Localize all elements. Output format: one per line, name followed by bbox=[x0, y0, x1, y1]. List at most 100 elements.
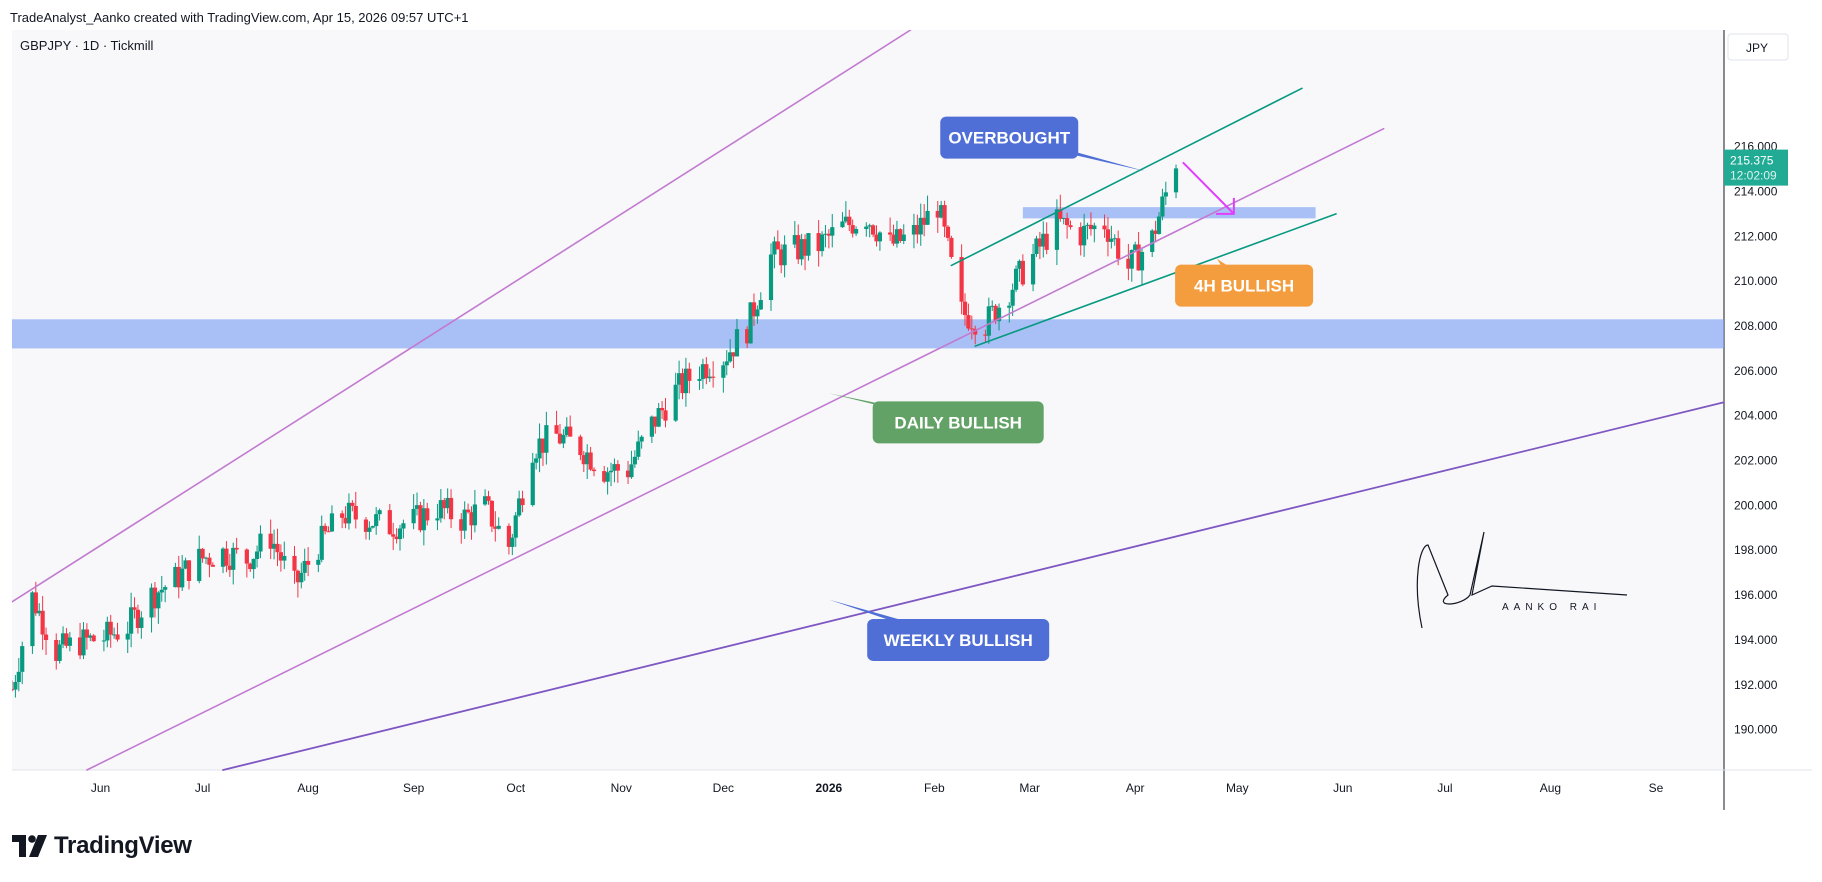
candle[interactable] bbox=[816, 220, 821, 267]
candle[interactable] bbox=[724, 350, 729, 376]
candle[interactable] bbox=[316, 554, 321, 573]
candle[interactable] bbox=[292, 545, 297, 584]
candle[interactable] bbox=[680, 368, 685, 400]
candle[interactable] bbox=[282, 541, 287, 570]
candle[interactable] bbox=[891, 224, 896, 246]
candle[interactable] bbox=[915, 214, 920, 244]
candle[interactable] bbox=[534, 453, 539, 470]
candle[interactable] bbox=[751, 293, 757, 326]
candle[interactable] bbox=[612, 458, 617, 483]
candle[interactable] bbox=[894, 220, 900, 248]
candle[interactable] bbox=[1129, 249, 1134, 282]
candle[interactable] bbox=[973, 325, 978, 345]
candle[interactable] bbox=[346, 493, 352, 530]
candle[interactable] bbox=[1136, 232, 1141, 271]
candle[interactable] bbox=[414, 492, 420, 516]
candle[interactable] bbox=[517, 490, 522, 517]
candle[interactable] bbox=[996, 303, 1002, 331]
candle[interactable] bbox=[343, 506, 348, 529]
candle[interactable] bbox=[64, 628, 69, 649]
candle[interactable] bbox=[734, 318, 740, 357]
candle[interactable] bbox=[1173, 164, 1179, 199]
candle[interactable] bbox=[173, 562, 178, 588]
trendline-2[interactable] bbox=[86, 127, 1385, 771]
tradingview-brand[interactable]: TradingView bbox=[12, 832, 192, 860]
candle[interactable] bbox=[183, 557, 188, 570]
candle[interactable] bbox=[949, 235, 954, 259]
candle[interactable] bbox=[922, 204, 927, 237]
candle[interactable] bbox=[1068, 220, 1073, 230]
candle[interactable] bbox=[847, 209, 852, 232]
candle[interactable] bbox=[1109, 225, 1114, 249]
candle[interactable] bbox=[1020, 254, 1025, 287]
candle[interactable] bbox=[435, 503, 440, 531]
candle[interactable] bbox=[755, 305, 760, 324]
candle[interactable] bbox=[156, 591, 161, 624]
candle[interactable] bbox=[659, 401, 665, 419]
candle[interactable] bbox=[77, 622, 83, 660]
candle[interactable] bbox=[823, 224, 828, 248]
candle[interactable] bbox=[697, 366, 702, 390]
candle[interactable] bbox=[1156, 212, 1162, 235]
candle[interactable] bbox=[802, 234, 808, 271]
candle[interactable] bbox=[707, 368, 712, 382]
candle[interactable] bbox=[394, 528, 399, 544]
candle[interactable] bbox=[1044, 222, 1049, 255]
candle[interactable] bbox=[16, 658, 21, 692]
candle[interactable] bbox=[1058, 194, 1063, 222]
candle[interactable] bbox=[683, 357, 689, 407]
candle[interactable] bbox=[591, 467, 597, 477]
candle[interactable] bbox=[489, 500, 495, 533]
candle[interactable] bbox=[418, 501, 423, 533]
candle[interactable] bbox=[210, 562, 215, 567]
candle[interactable] bbox=[397, 524, 403, 551]
candle[interactable] bbox=[581, 451, 586, 473]
candle[interactable] bbox=[779, 244, 784, 274]
candle[interactable] bbox=[54, 633, 59, 670]
candle[interactable] bbox=[176, 555, 181, 599]
candle[interactable] bbox=[302, 548, 307, 581]
candle[interactable] bbox=[37, 603, 42, 617]
candle[interactable] bbox=[207, 553, 212, 578]
candle[interactable] bbox=[469, 506, 474, 540]
candle[interactable] bbox=[782, 235, 787, 278]
candle[interactable] bbox=[149, 583, 154, 633]
candle[interactable] bbox=[306, 547, 311, 577]
candle[interactable] bbox=[959, 244, 964, 315]
candle[interactable] bbox=[840, 212, 845, 228]
candle[interactable] bbox=[353, 491, 358, 529]
candle[interactable] bbox=[268, 519, 273, 560]
candle[interactable] bbox=[1160, 188, 1165, 221]
candle[interactable] bbox=[387, 504, 392, 535]
candle[interactable] bbox=[425, 502, 430, 526]
candle[interactable] bbox=[819, 231, 825, 257]
candle[interactable] bbox=[186, 560, 192, 590]
candle[interactable] bbox=[401, 519, 406, 539]
candle[interactable] bbox=[438, 489, 443, 523]
candle[interactable] bbox=[448, 489, 454, 529]
candle[interactable] bbox=[506, 523, 512, 555]
candle[interactable] bbox=[442, 498, 447, 520]
candle[interactable] bbox=[850, 219, 855, 238]
candle[interactable] bbox=[945, 225, 951, 242]
candle[interactable] bbox=[1139, 247, 1145, 286]
candle[interactable] bbox=[925, 195, 930, 225]
projection-arrow[interactable] bbox=[1182, 161, 1235, 215]
candle[interactable] bbox=[605, 467, 610, 495]
candle[interactable] bbox=[966, 303, 971, 331]
candle[interactable] bbox=[363, 516, 369, 540]
candle[interactable] bbox=[20, 641, 25, 685]
candle[interactable] bbox=[588, 446, 593, 471]
candle[interactable] bbox=[251, 558, 256, 579]
candle[interactable] bbox=[319, 515, 324, 563]
candle[interactable] bbox=[1112, 234, 1117, 246]
candle[interactable] bbox=[888, 217, 893, 241]
candle[interactable] bbox=[853, 226, 859, 236]
candle[interactable] bbox=[299, 562, 304, 589]
candle[interactable] bbox=[540, 438, 546, 466]
candle[interactable] bbox=[81, 622, 86, 660]
candle[interactable] bbox=[465, 503, 471, 514]
candle[interactable] bbox=[220, 547, 226, 574]
candle[interactable] bbox=[43, 627, 49, 655]
